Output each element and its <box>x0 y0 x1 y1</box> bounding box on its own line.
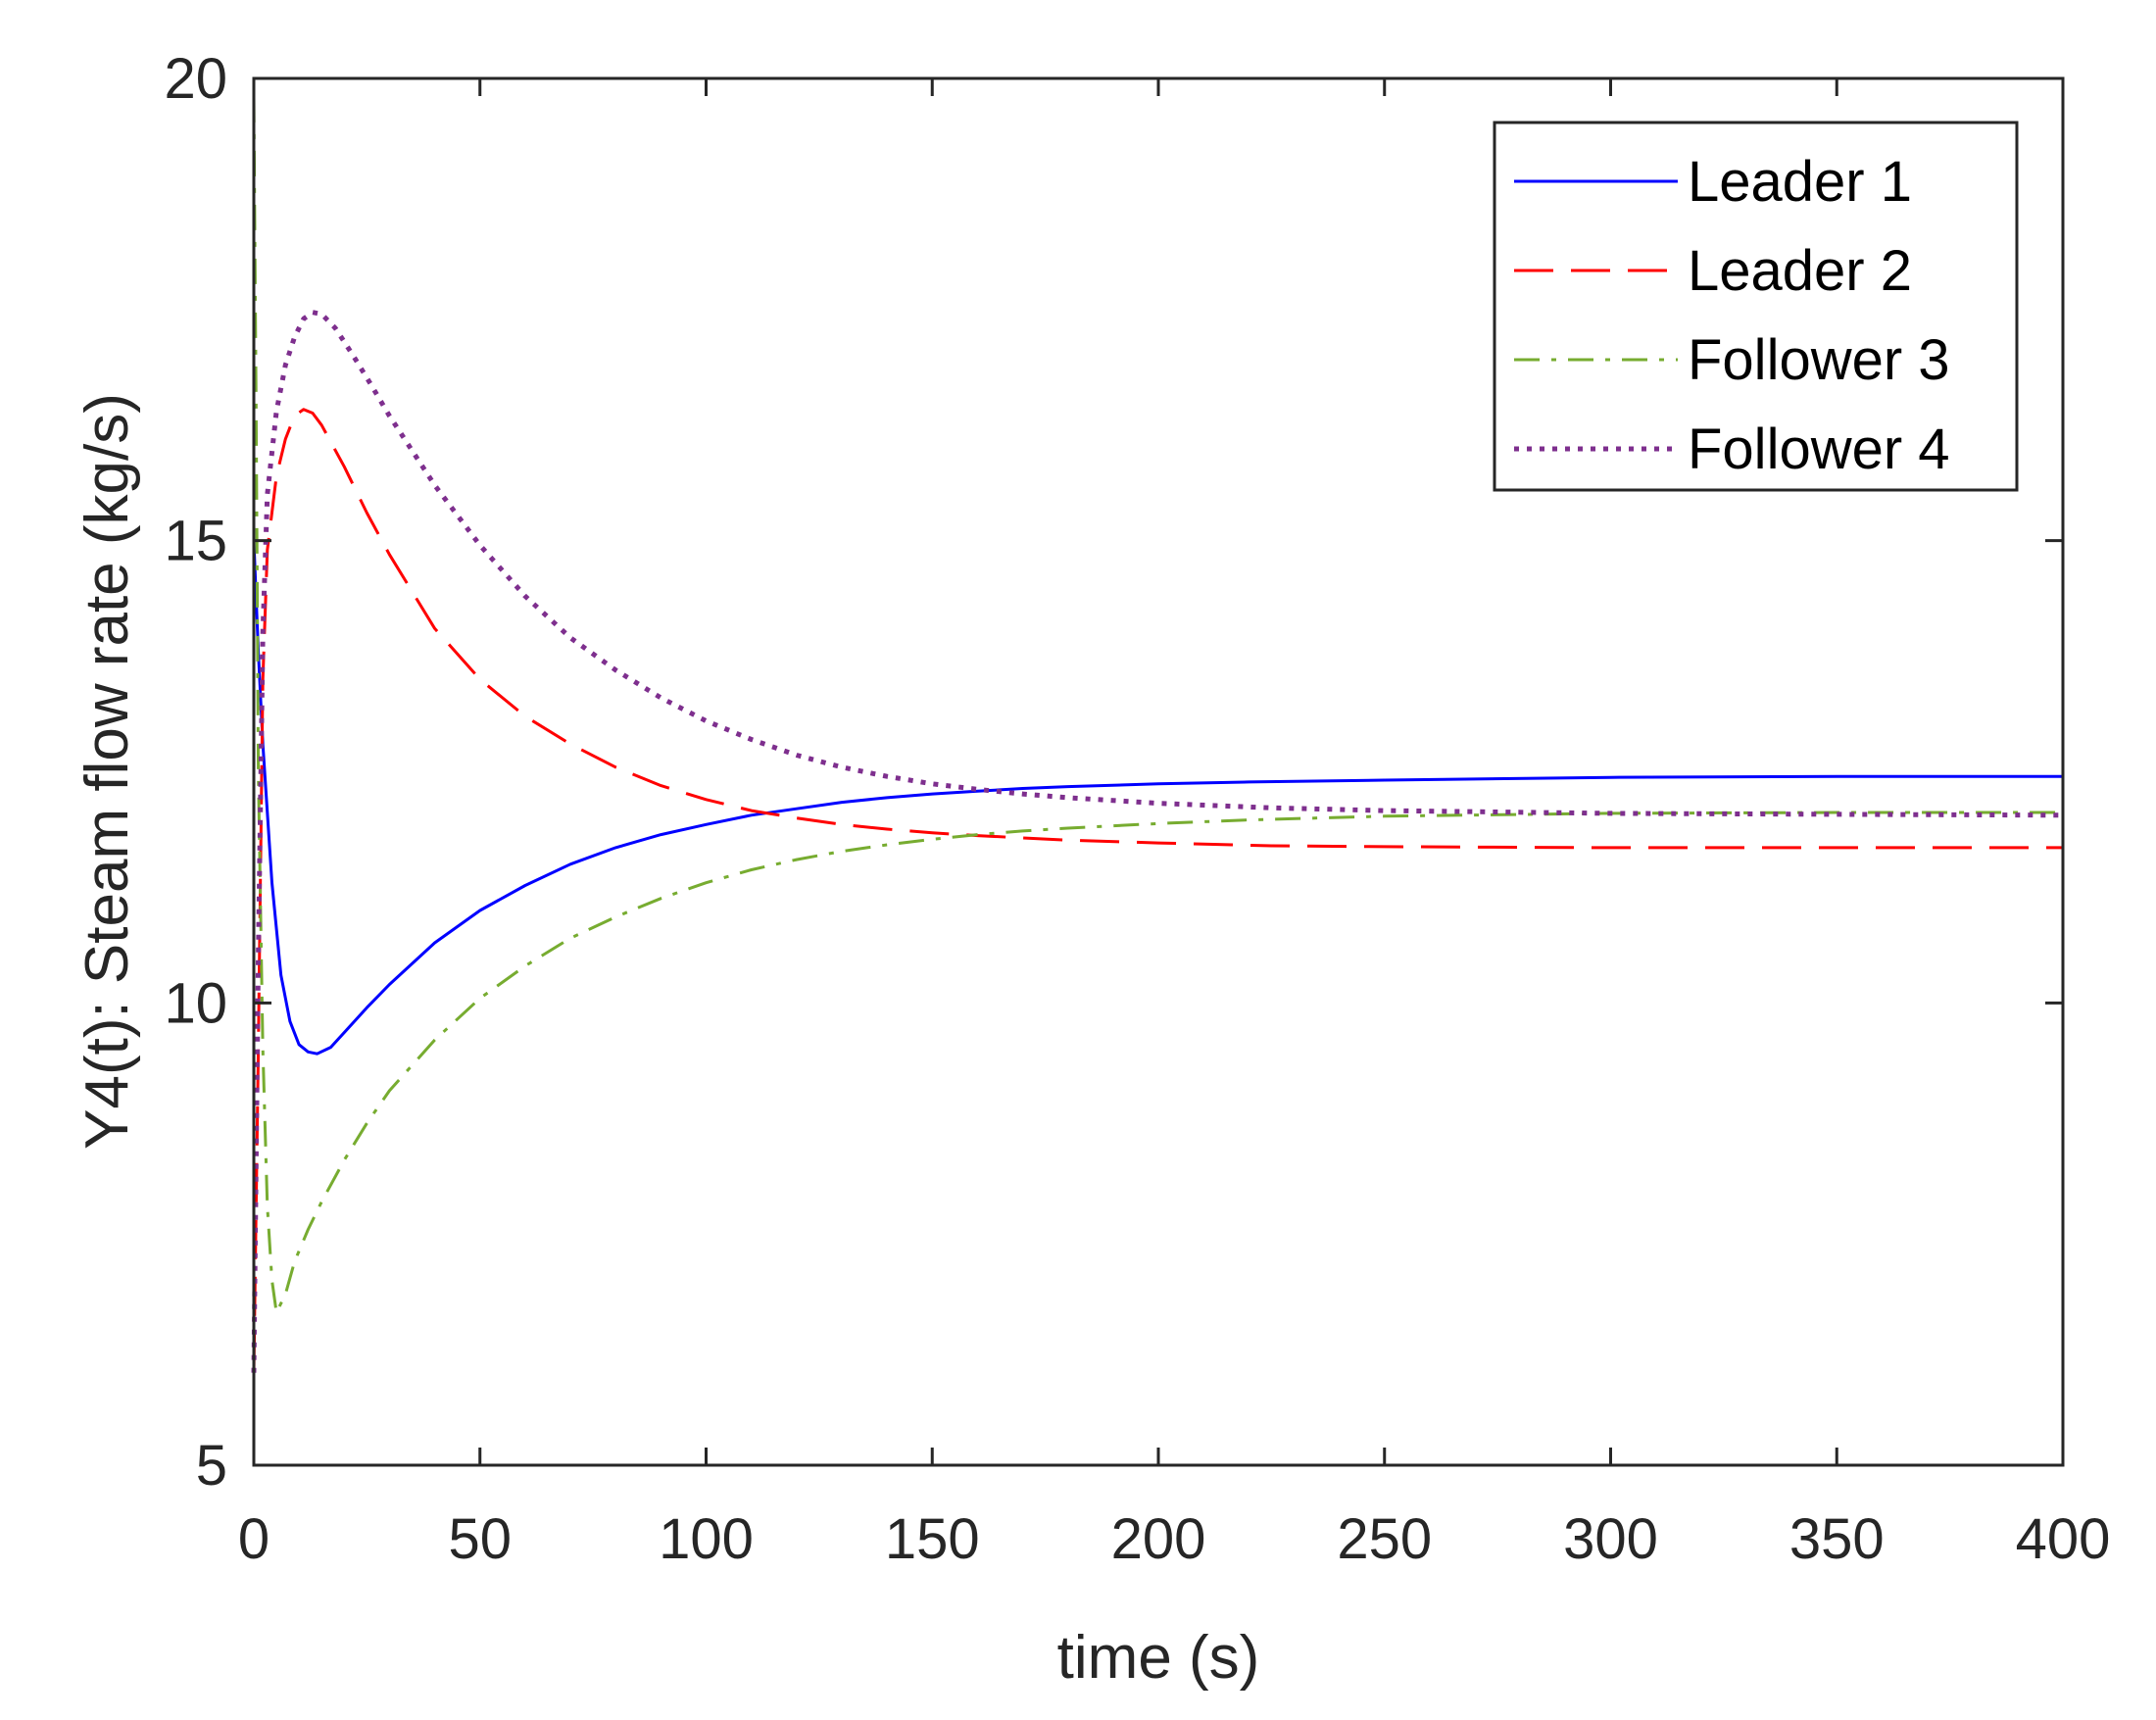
legend: Leader 1 Leader 2 Follower 3 Follower 4 <box>1493 121 2019 492</box>
y-axis-title: Y4(t): Steam flow rate (kg/s) <box>74 393 141 1150</box>
x-tick-label-200: 200 <box>1111 1507 1206 1571</box>
x-tick-label-50: 50 <box>448 1507 512 1571</box>
legend-label-3: Follower 3 <box>1688 328 1950 392</box>
legend-label-1: Leader 1 <box>1688 150 1912 214</box>
legend-entries: Leader 1 Leader 2 Follower 3 Follower 4 <box>1514 150 1950 481</box>
legend-label-2: Leader 2 <box>1688 239 1912 303</box>
x-tick-label-300: 300 <box>1563 1507 1658 1571</box>
x-tick-label-0: 0 <box>238 1507 270 1571</box>
x-tick-label-350: 350 <box>1789 1507 1885 1571</box>
x-tick-label-400: 400 <box>2016 1507 2111 1571</box>
x-tick-label-250: 250 <box>1337 1507 1432 1571</box>
tick-layer: 0 50 100 150 200 250 300 350 400 5 10 15 20 <box>164 47 2110 1571</box>
y-tick-label-20: 20 <box>164 47 227 111</box>
legend-box <box>1493 121 2019 492</box>
series-line-2 <box>252 408 2063 1373</box>
y-tick-label-15: 15 <box>164 510 227 573</box>
x-tick-label-150: 150 <box>885 1507 980 1571</box>
x-axis-title: time (s) <box>1057 1624 1260 1692</box>
series-line-1 <box>252 540 2063 1056</box>
y-tick-label-10: 10 <box>164 971 227 1035</box>
legend-label-4: Follower 4 <box>1688 418 1950 481</box>
x-tick-label-100: 100 <box>659 1507 754 1571</box>
series-layer <box>251 96 2064 1373</box>
y-tick-label-5: 5 <box>196 1434 227 1498</box>
series-line-3 <box>252 96 2063 1314</box>
